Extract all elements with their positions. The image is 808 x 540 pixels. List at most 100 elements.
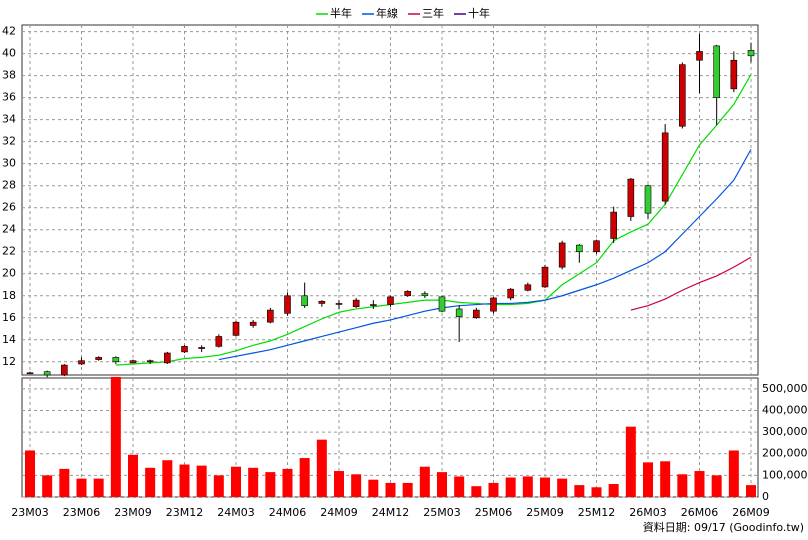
candle-body xyxy=(661,132,669,202)
y-tick-label: 26 xyxy=(2,201,16,214)
candle-body xyxy=(267,309,274,323)
volume-bar xyxy=(454,476,465,497)
volume-bar xyxy=(591,487,602,497)
candle-body xyxy=(164,352,171,364)
candle-body xyxy=(541,266,549,288)
volume-bar xyxy=(419,466,430,497)
volume-bar xyxy=(76,478,87,497)
candle-body xyxy=(284,295,291,314)
volume-bar xyxy=(557,478,568,497)
volume-bar xyxy=(179,464,190,497)
candle-body xyxy=(301,295,308,306)
y-tick-label: 300,000 xyxy=(762,425,808,438)
volume-bar xyxy=(368,479,379,497)
candle-body xyxy=(129,360,137,364)
y-tick-label: 400,000 xyxy=(762,403,808,416)
volume-bar xyxy=(608,484,619,497)
candle-body xyxy=(404,291,411,297)
volume-bar xyxy=(625,426,636,497)
candle-body xyxy=(198,347,205,349)
candle-body xyxy=(730,59,738,90)
x-tick-label: 25M09 xyxy=(526,506,564,519)
x-tick-label: 23M03 xyxy=(11,506,49,519)
volume-bar xyxy=(25,450,35,497)
x-tick-label: 24M03 xyxy=(217,506,255,519)
y-tick-label: 18 xyxy=(2,289,16,302)
candle-body xyxy=(95,357,102,360)
x-tick-label: 24M06 xyxy=(269,506,307,519)
y-tick-label: 40 xyxy=(2,47,16,60)
footnote: 資料日期: 09/17 (Goodinfo.tw) xyxy=(643,520,804,534)
x-tick-label: 26M09 xyxy=(732,506,770,519)
volume-bar xyxy=(471,486,482,497)
candle-body xyxy=(644,185,652,214)
candle-body xyxy=(438,296,446,312)
candle-body xyxy=(747,50,755,57)
y-tick-label: 38 xyxy=(2,69,16,82)
candle-body xyxy=(232,321,240,336)
candle-body xyxy=(249,321,257,326)
candle-body xyxy=(507,288,514,299)
legend-label: 十年 xyxy=(468,6,490,20)
candle-body xyxy=(215,336,223,347)
volume-bar xyxy=(334,471,344,497)
legend-label: 半年 xyxy=(330,6,352,20)
candle-body xyxy=(696,51,703,61)
candle-body xyxy=(43,371,51,376)
y-tick-label: 36 xyxy=(2,91,16,104)
volume-bar xyxy=(728,450,739,497)
x-tick-label: 25M06 xyxy=(475,506,513,519)
y-tick-label: 34 xyxy=(2,113,16,126)
y-tick-label: 30 xyxy=(2,157,16,170)
candle-body xyxy=(524,284,532,291)
candle-body xyxy=(370,304,377,306)
volume-bar xyxy=(574,485,585,497)
ma-line xyxy=(218,149,752,361)
volume-bar xyxy=(265,472,276,497)
y-tick-label: 100,000 xyxy=(762,468,808,481)
x-tick-label: 25M03 xyxy=(423,506,461,519)
candle-body xyxy=(112,357,120,363)
y-tick-label: 42 xyxy=(2,25,16,38)
volume-bar xyxy=(59,468,70,497)
volume-bar xyxy=(299,458,310,497)
volume-bar xyxy=(316,439,327,497)
volume-bar xyxy=(196,465,207,497)
volume-bar xyxy=(505,477,516,497)
candle-body xyxy=(473,309,480,319)
candle-body xyxy=(558,242,566,268)
y-tick-label: 200,000 xyxy=(762,447,808,460)
x-tick-label: 26M06 xyxy=(681,506,719,519)
y-tick-label: 12 xyxy=(2,355,16,368)
volume-bar xyxy=(282,468,293,497)
ma-line xyxy=(115,74,752,366)
volume-bar xyxy=(128,454,138,497)
candle-body xyxy=(679,64,686,127)
volume-bar xyxy=(437,472,447,497)
candle-body xyxy=(576,244,583,253)
legend-label: 三年 xyxy=(422,6,444,20)
candle-body xyxy=(318,300,326,304)
candle-body xyxy=(61,364,68,376)
candle-body xyxy=(387,296,394,305)
x-tick-label: 23M06 xyxy=(63,506,101,519)
candle-body xyxy=(627,178,635,217)
volume-bar xyxy=(660,461,671,497)
legend-label: 年線 xyxy=(376,6,398,20)
volume-bar xyxy=(351,474,362,497)
volume-bar xyxy=(694,471,705,497)
candle-body xyxy=(490,297,497,312)
candle-body xyxy=(26,372,34,375)
volume-bar xyxy=(711,475,722,497)
y-tick-label: 14 xyxy=(2,333,16,346)
candle-body xyxy=(610,211,617,239)
x-tick-label: 26M03 xyxy=(629,506,667,519)
candle-body xyxy=(455,308,463,317)
y-tick-label: 22 xyxy=(2,245,16,258)
y-tick-label: 32 xyxy=(2,135,16,148)
x-tick-label: 24M09 xyxy=(320,506,358,519)
y-tick-label: 20 xyxy=(2,267,16,280)
y-tick-label: 28 xyxy=(2,179,16,192)
x-tick-label: 23M09 xyxy=(114,506,152,519)
